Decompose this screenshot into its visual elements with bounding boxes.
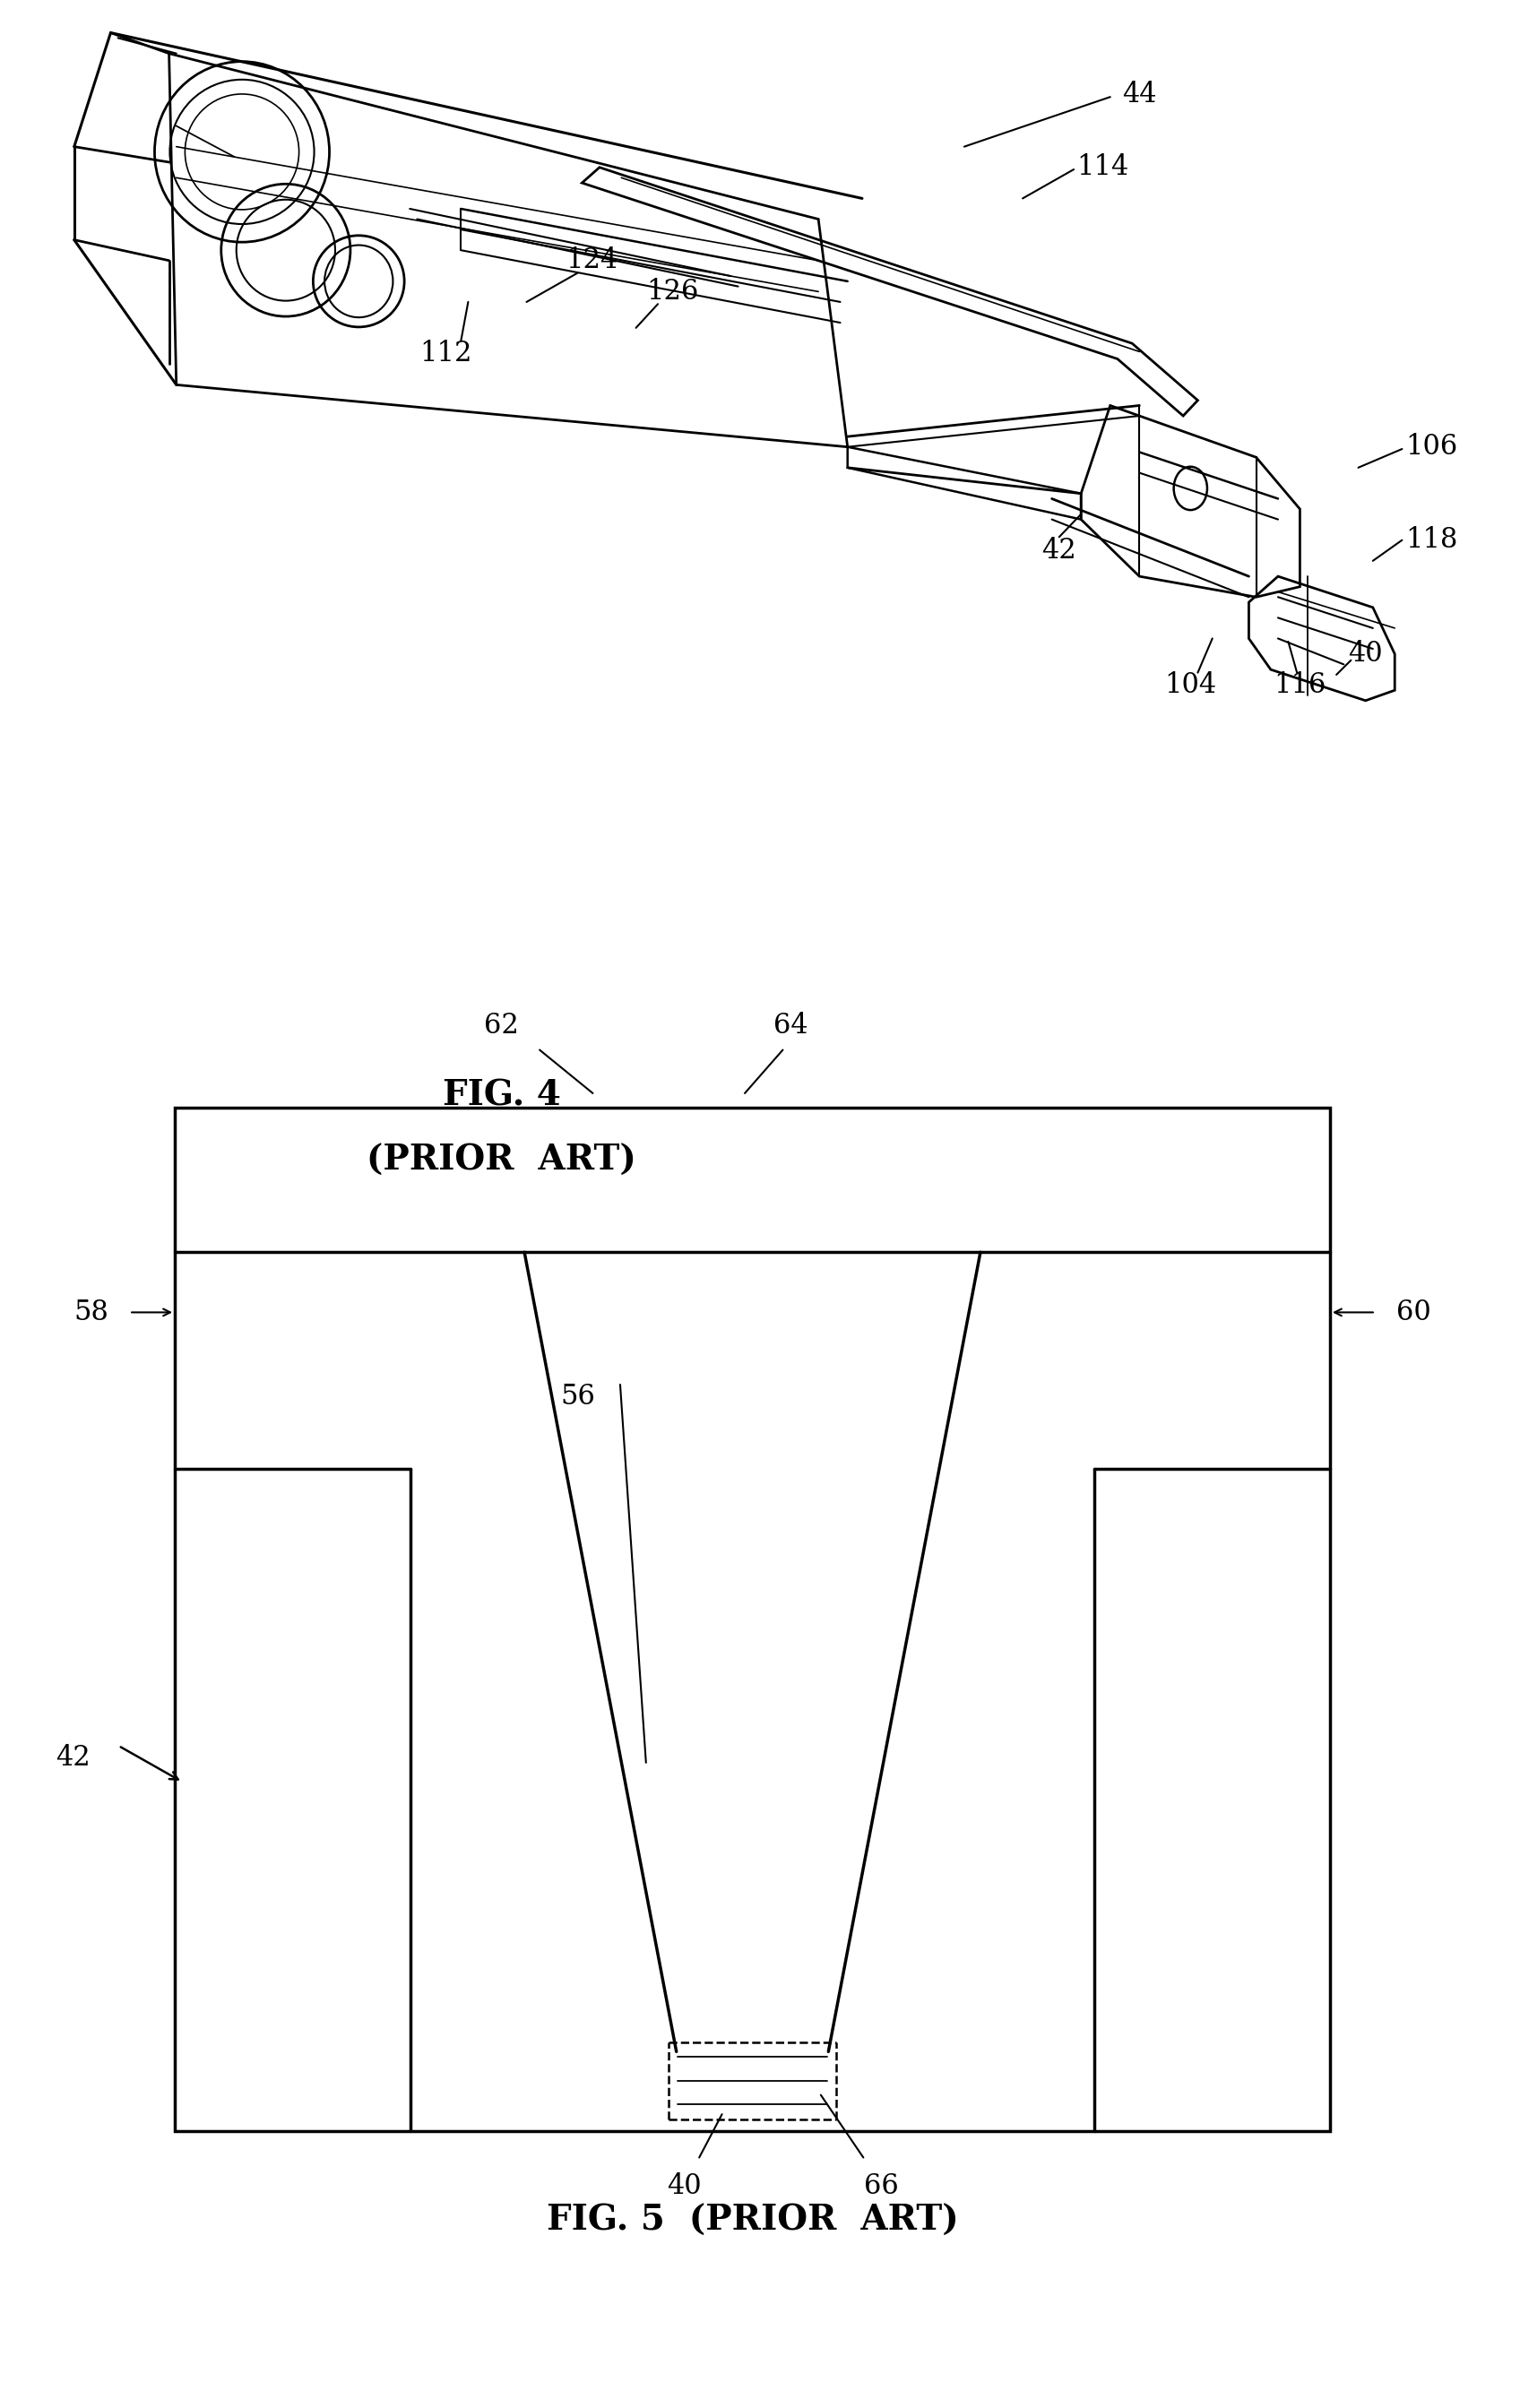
Text: 104: 104 <box>1164 672 1216 698</box>
Text: FIG. 4: FIG. 4 <box>442 1079 561 1112</box>
Text: 60: 60 <box>1397 1298 1430 1327</box>
Text: 66: 66 <box>865 2172 898 2201</box>
Text: 114: 114 <box>1076 154 1129 181</box>
Text: 40: 40 <box>1348 641 1383 667</box>
Text: 56: 56 <box>561 1382 594 1411</box>
Bar <box>175 1108 1330 2131</box>
Text: (PRIOR  ART): (PRIOR ART) <box>366 1144 637 1178</box>
Text: 58: 58 <box>74 1298 108 1327</box>
Text: 124: 124 <box>565 246 619 275</box>
Text: FIG. 5  (PRIOR  ART): FIG. 5 (PRIOR ART) <box>546 2203 959 2237</box>
Text: 40: 40 <box>667 2172 701 2201</box>
Text: 62: 62 <box>485 1011 518 1040</box>
Text: 118: 118 <box>1404 527 1458 554</box>
Text: 42: 42 <box>56 1743 90 1772</box>
Text: 126: 126 <box>646 277 699 306</box>
Text: 42: 42 <box>1041 537 1076 563</box>
Text: 106: 106 <box>1404 433 1458 460</box>
Text: 112: 112 <box>420 340 473 368</box>
Text: 116: 116 <box>1274 672 1325 698</box>
Text: 64: 64 <box>774 1011 807 1040</box>
Text: 44: 44 <box>1122 82 1157 108</box>
